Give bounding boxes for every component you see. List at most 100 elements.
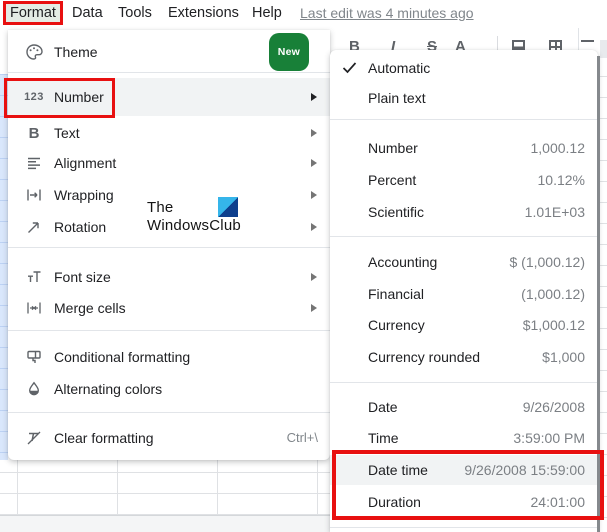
menu-item-label: Merge cells — [54, 300, 126, 316]
submenu-item-date[interactable]: Date 9/26/2008 — [330, 392, 598, 422]
format-example-value: 3:59:00 PM — [513, 430, 585, 446]
menu-divider — [8, 247, 330, 248]
submenu-item-label: Number — [368, 140, 418, 156]
menu-item-alignment[interactable]: Alignment — [8, 147, 330, 179]
submenu-item-label: Date time — [368, 462, 428, 478]
menubar-format[interactable]: Format — [10, 5, 56, 21]
windowsclub-logo-icon — [218, 197, 238, 217]
submenu-item-currency[interactable]: Currency $1,000.12 — [330, 310, 598, 340]
submenu-divider — [330, 382, 598, 383]
watermark-line2: WindowsClub — [147, 217, 241, 234]
format-example-value: $ (1,000.12) — [509, 254, 586, 270]
menu-item-label: Font size — [54, 269, 111, 285]
submenu-item-financial[interactable]: Financial (1,000.12) — [330, 279, 598, 309]
menu-item-label: Theme — [54, 44, 98, 60]
menu-item-number[interactable]: 123 Number — [8, 78, 330, 116]
bold-text-icon: B — [28, 124, 40, 142]
format-example-value: (1,000.12) — [521, 286, 585, 302]
spreadsheet-gridline — [578, 28, 579, 50]
menu-item-label: Rotation — [54, 219, 107, 235]
submenu-item-label: Financial — [368, 286, 425, 302]
format-example-value: 10.12% — [537, 172, 585, 188]
menu-item-wrapping[interactable]: Wrapping — [8, 179, 330, 211]
submenu-item-label: Automatic — [368, 60, 431, 76]
format-example-value: 9/26/2008 15:59:00 — [464, 462, 585, 478]
windowsclub-watermark: The WindowsClub — [147, 197, 241, 235]
menu-item-merge-cells[interactable]: Merge cells — [8, 292, 330, 324]
submenu-item-duration[interactable]: Duration 24:01:00 — [330, 487, 598, 517]
submenu-item-plain-text[interactable]: Plain text — [330, 83, 598, 113]
menu-item-label: Alternating colors — [54, 381, 163, 397]
submenu-item-label: Date — [368, 399, 398, 415]
spreadsheet-grid — [0, 460, 337, 515]
menu-item-label: Text — [54, 125, 80, 141]
submenu-item-currency-rounded[interactable]: Currency rounded $1,000 — [330, 342, 598, 372]
watermark-line1: The — [147, 199, 174, 216]
submenu-item-label: Duration — [368, 494, 421, 510]
submenu-item-date-time[interactable]: Date time 9/26/2008 15:59:00 — [330, 455, 598, 485]
submenu-item-automatic[interactable]: Automatic — [330, 53, 598, 83]
submenu-arrow-icon — [311, 129, 317, 137]
menu-item-alternating-colors[interactable]: Alternating colors — [8, 373, 330, 405]
submenu-item-label: Percent — [368, 172, 417, 188]
alternating-colors-icon — [23, 379, 45, 399]
submenu-arrow-icon — [311, 191, 317, 199]
menu-item-conditional-formatting[interactable]: Conditional formatting — [8, 341, 330, 373]
menu-item-font-size[interactable]: Font size — [8, 261, 330, 293]
menubar-extensions[interactable]: Extensions — [168, 5, 239, 21]
menu-item-clear-formatting[interactable]: Clear formatting Ctrl+\ — [8, 422, 330, 454]
alignment-icon — [23, 153, 45, 173]
submenu-item-accounting[interactable]: Accounting $ (1,000.12) — [330, 247, 598, 277]
submenu-arrow-icon — [311, 93, 317, 101]
format-example-value: 1,000.12 — [530, 140, 586, 156]
menu-item-theme[interactable]: Theme New — [8, 33, 330, 71]
menu-item-label: Number — [54, 89, 104, 105]
shortcut-label: Ctrl+\ — [286, 430, 318, 445]
submenu-divider — [330, 527, 598, 528]
format-example-value: 24:01:00 — [530, 494, 586, 510]
format-menu-panel: Theme New 123 Number B Text Alignment Wr… — [8, 30, 330, 460]
submenu-item-percent[interactable]: Percent 10.12% — [330, 165, 598, 195]
spreadsheet-header-fragment — [600, 40, 607, 58]
submenu-item-time[interactable]: Time 3:59:00 PM — [330, 423, 598, 453]
spreadsheet-footer-strip — [0, 515, 337, 532]
menu-item-label: Conditional formatting — [54, 349, 191, 365]
rotation-icon — [23, 217, 45, 237]
submenu-item-scientific[interactable]: Scientific 1.01E+03 — [330, 197, 598, 227]
new-badge: New — [268, 33, 309, 71]
conditional-formatting-icon — [23, 347, 45, 367]
menubar-data[interactable]: Data — [72, 5, 103, 21]
format-example-value: 9/26/2008 — [522, 399, 585, 415]
checkmark-icon — [341, 59, 358, 76]
submenu-item-label: Currency rounded — [368, 349, 481, 365]
menu-item-text[interactable]: B Text — [8, 117, 330, 149]
submenu-item-label: Plain text — [368, 90, 426, 106]
italic-icon[interactable]: I — [391, 38, 396, 55]
menu-item-label: Clear formatting — [54, 430, 154, 446]
format-menu-active-background — [5, 2, 60, 24]
submenu-arrow-icon — [311, 304, 317, 312]
spreadsheet-selection-edge — [0, 74, 8, 460]
number-submenu-panel: Automatic Plain text Number 1,000.12 Per… — [330, 50, 598, 532]
submenu-item-number[interactable]: Number 1,000.12 — [330, 133, 598, 163]
number-123-icon: 123 — [24, 91, 44, 103]
format-example-value: $1,000.12 — [522, 317, 585, 333]
menubar-tools[interactable]: Tools — [118, 5, 152, 21]
last-edit-link[interactable]: Last edit was 4 minutes ago — [300, 5, 474, 21]
menu-item-rotation[interactable]: Rotation — [8, 211, 330, 243]
submenu-arrow-icon — [311, 159, 317, 167]
submenu-item-label: Currency — [368, 317, 425, 333]
spreadsheet-right-edge — [600, 55, 607, 532]
submenu-scrollbar[interactable] — [597, 56, 600, 532]
submenu-divider — [330, 236, 598, 237]
strikethrough-icon[interactable]: S — [427, 38, 438, 55]
bold-icon[interactable]: B — [349, 38, 360, 55]
wrapping-icon — [23, 185, 45, 205]
menubar-help[interactable]: Help — [252, 5, 282, 21]
menu-item-label: Alignment — [54, 155, 117, 171]
submenu-divider — [330, 119, 598, 120]
submenu-item-label: Scientific — [368, 204, 425, 220]
submenu-arrow-icon — [311, 273, 317, 281]
menu-item-label: Wrapping — [54, 187, 114, 203]
